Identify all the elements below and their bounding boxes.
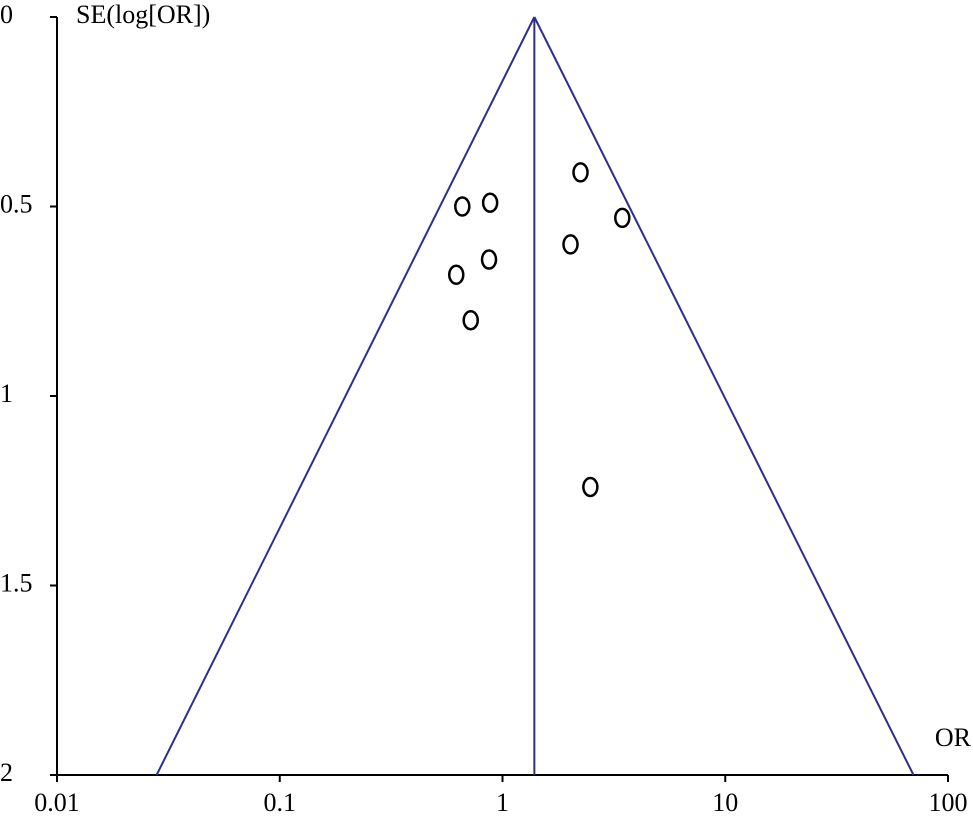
study-point	[448, 264, 465, 285]
study-point	[481, 192, 499, 213]
x-tick-label: 0.1	[264, 788, 297, 817]
y-tick-label: 1	[0, 379, 13, 408]
study-point	[614, 207, 631, 229]
study-point	[572, 162, 589, 183]
x-tick-label: 1	[496, 788, 509, 817]
funnel-right	[533, 16, 915, 776]
x-tick-label: 10	[712, 788, 738, 817]
x-tick-label: 0.01	[34, 788, 80, 817]
study-point	[480, 249, 498, 270]
y-tick-label: 0	[0, 0, 13, 29]
x-axis-label: OR	[935, 723, 972, 752]
y-tick-label: 1.5	[0, 568, 33, 597]
y-tick-label: 0.5	[0, 189, 33, 218]
funnel-left	[155, 16, 536, 776]
x-tick-label: 100	[929, 788, 968, 817]
study-point	[582, 476, 599, 498]
study-point	[454, 196, 471, 217]
study-point	[462, 309, 479, 331]
y-tick-label: 2	[0, 758, 13, 787]
y-axis-label: SE(log[OR])	[76, 0, 210, 29]
study-point	[562, 234, 579, 255]
